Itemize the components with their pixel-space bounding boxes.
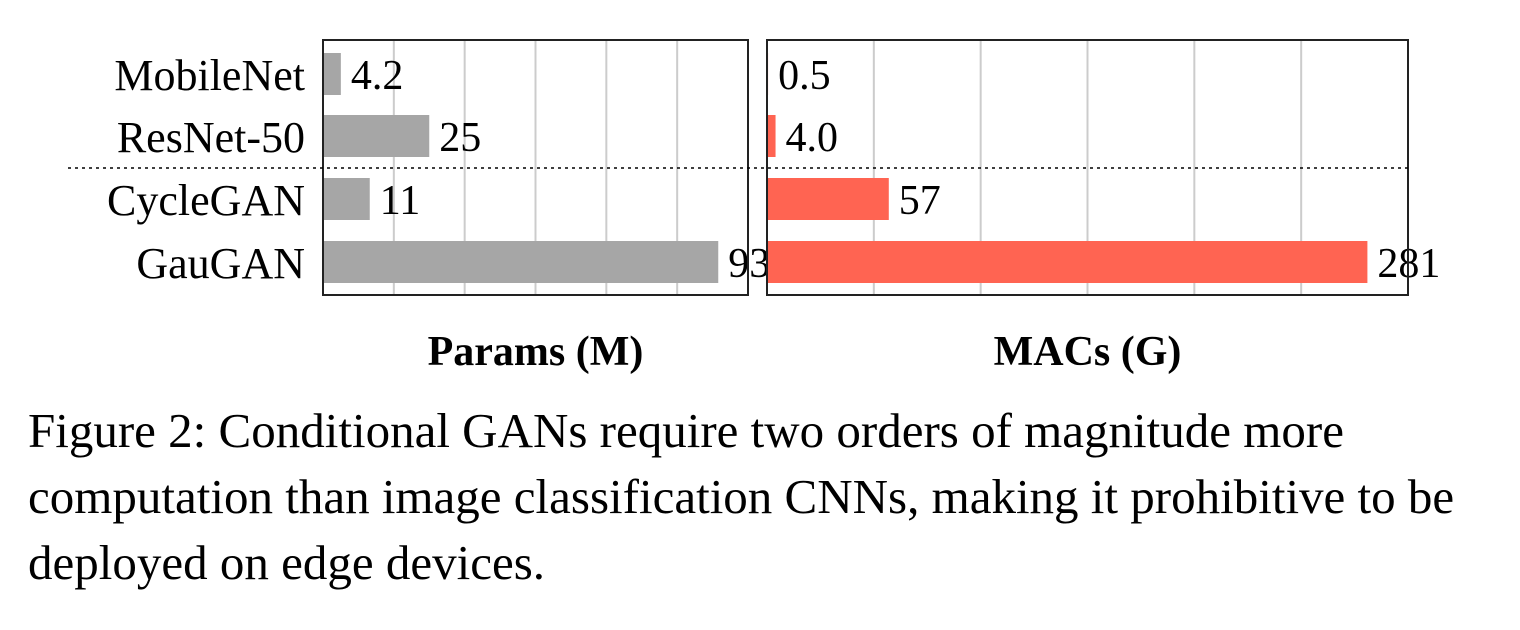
value-label-params-m-gaugan: 93 [728, 241, 770, 287]
bar-params-m-mobilenet [323, 53, 341, 95]
figure-caption: Figure 2: Conditional GANs require two o… [28, 403, 1455, 590]
bar-params-m-gaugan [323, 241, 719, 283]
category-label-cyclegan: CycleGAN [107, 176, 305, 225]
bar-macs-g-cyclegan [767, 178, 889, 220]
bar-params-m-cyclegan [323, 178, 370, 220]
x-axis-label-macs-g: MACs (G) [994, 329, 1182, 375]
value-label-macs-g-cyclegan: 57 [899, 178, 941, 224]
category-label-resnet-50: ResNet-50 [117, 113, 305, 162]
bar-charts: MobileNet ResNet-50 CycleGAN GauGAN 4.2 25 11 9… [68, 39, 1440, 375]
bar-macs-g-gaugan [767, 241, 1368, 283]
value-label-macs-g-resnet-50: 4.0 [786, 115, 839, 161]
category-label-gaugan: GauGAN [136, 239, 305, 288]
category-label-mobilenet: MobileNet [114, 51, 305, 100]
bar-params-m-resnet-50 [323, 115, 430, 157]
value-label-params-m-resnet-50: 25 [439, 115, 481, 161]
value-label-params-m-cyclegan: 11 [380, 178, 420, 224]
value-label-params-m-mobilenet: 4.2 [351, 53, 404, 99]
bar-macs-g-resnet-50 [767, 115, 776, 157]
x-axis-label-params-m: Params (M) [428, 329, 644, 375]
value-label-macs-g-mobilenet: 0.5 [778, 53, 831, 99]
